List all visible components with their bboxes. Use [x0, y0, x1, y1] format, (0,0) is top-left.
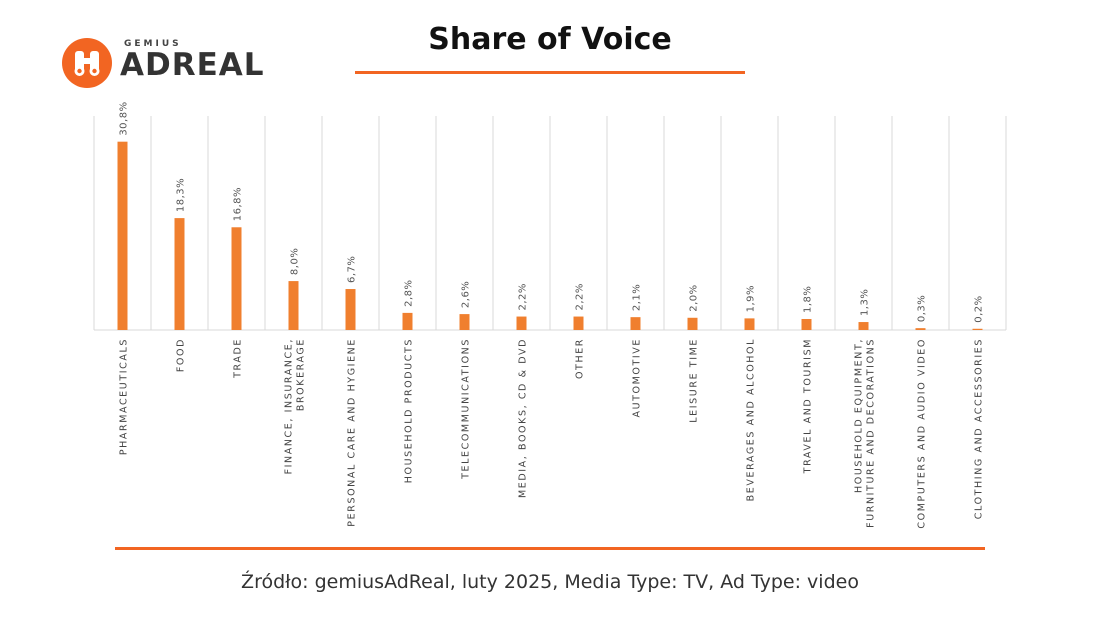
bar-value-label: 2,2% [518, 283, 529, 310]
category-label: CLOTHING AND ACCESSORIES [974, 338, 985, 519]
logo: GEMIUS ADREAL [62, 36, 265, 88]
page-title: Share of Voice [428, 22, 672, 57]
bar-value-label: 0,2% [974, 295, 985, 322]
bar [231, 227, 242, 330]
source-note: Źródło: gemiusAdReal, luty 2025, Media T… [241, 571, 859, 593]
bar [459, 314, 470, 330]
logo-wordmark: ADREAL [120, 47, 265, 83]
bar [801, 318, 812, 330]
bar [516, 316, 527, 330]
category-label: OTHER [575, 338, 586, 379]
bar-value-label: 18,3% [176, 178, 187, 212]
bar-value-label: 30,8% [119, 101, 130, 135]
category-label: TELECOMMUNICATIONS [461, 338, 472, 480]
category-label: PERSONAL CARE AND HYGIENE [347, 338, 358, 527]
bar [687, 317, 698, 330]
category-label: AUTOMOTIVE [632, 338, 643, 418]
category-label: FOOD [176, 338, 187, 372]
bar-value-label: 2,0% [689, 284, 700, 311]
binoculars-icon [62, 38, 112, 88]
category-label: HOUSEHOLD EQUIPMENT, [854, 338, 865, 493]
bar [117, 141, 128, 330]
bottom-divider [115, 547, 985, 550]
bar [573, 316, 584, 330]
category-label: TRADE [233, 338, 244, 379]
bar-value-label: 1,3% [860, 289, 871, 316]
category-label: PHARMACEUTICALS [119, 338, 130, 455]
bar [744, 318, 755, 330]
bar-value-label: 16,8% [233, 187, 244, 221]
category-label: BROKERAGE [296, 338, 307, 411]
bar [915, 328, 926, 330]
category-label: FINANCE, INSURANCE, [284, 338, 295, 474]
bar-value-label: 1,8% [803, 286, 814, 313]
bar-value-label: 2,1% [632, 284, 643, 311]
bar-value-label: 1,9% [746, 285, 757, 312]
logo-wordmark-small: GEMIUS [124, 39, 182, 49]
bar [858, 322, 869, 330]
bar-value-label: 2,2% [575, 283, 586, 310]
category-label: COMPUTERS AND AUDIO VIDEO [917, 338, 928, 529]
bar-value-label: 6,7% [347, 256, 358, 283]
bar [174, 218, 185, 330]
bar-value-label: 2,6% [461, 281, 472, 308]
bar [630, 317, 641, 330]
category-label: MEDIA, BOOKS, CD & DVD [518, 338, 529, 498]
bar [972, 328, 983, 330]
bar [345, 289, 356, 330]
bar-value-label: 8,0% [290, 248, 301, 275]
bar [402, 312, 413, 330]
category-label: LEISURE TIME [689, 338, 700, 423]
category-label: HOUSEHOLD PRODUCTS [404, 338, 415, 483]
bar-value-label: 2,8% [404, 279, 415, 306]
bar [288, 281, 299, 330]
bar-value-label: 0,3% [917, 295, 928, 322]
category-label: FURNITURE AND DECORATIONS [866, 338, 877, 528]
title-underline [355, 71, 745, 74]
category-label: TRAVEL AND TOURISM [803, 338, 814, 474]
category-label: BEVERAGES AND ALCOHOL [746, 338, 757, 501]
